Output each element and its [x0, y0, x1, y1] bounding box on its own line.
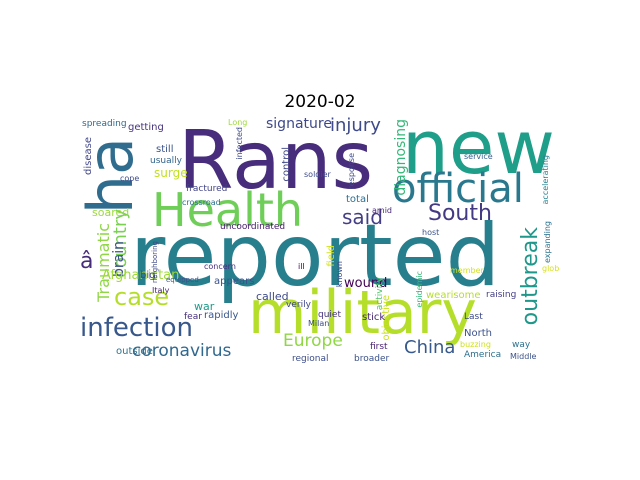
word-health: Health [152, 183, 304, 237]
word-coronavirus: coronavirus [132, 341, 232, 361]
word-member: member [450, 266, 484, 275]
word-rans: Rans [178, 117, 374, 207]
word-a-hat: â [80, 249, 94, 274]
word-soldier: soldier [304, 170, 331, 179]
word-fear: fear [184, 312, 202, 322]
chart-title: 2020-02 [284, 92, 356, 112]
word-soared: soared [92, 206, 130, 219]
word-disease: disease [83, 137, 94, 175]
word-rapidly: rapidly [204, 310, 239, 321]
word-response: response [347, 153, 356, 190]
word-appears: appears [214, 276, 255, 287]
word-wound: wound [344, 276, 388, 291]
word-north: North [464, 328, 492, 339]
word-concern: concern [204, 262, 236, 271]
word-spreading: spreading [82, 119, 127, 129]
word-outbreak: outbreak [518, 227, 543, 326]
word-usually: usually [150, 156, 182, 166]
word-cope: cope [120, 174, 140, 183]
word-infected: infected [235, 127, 244, 160]
word-case: case [114, 283, 170, 311]
word-service: service [464, 152, 493, 161]
word-first: first [370, 342, 388, 352]
word-wearisome: wearisome [426, 290, 481, 301]
word-military: military [248, 278, 477, 348]
word-italy: Italy [152, 286, 170, 295]
word-amid: amid [372, 206, 392, 215]
word-said: said [342, 205, 383, 229]
word-official: official [392, 166, 524, 212]
word-diagnosing: diagnosing [393, 119, 409, 196]
word-known: known [335, 261, 344, 288]
word-still: still [156, 144, 174, 155]
word-middle: Middle [510, 352, 537, 361]
word-big: big [140, 270, 156, 281]
word-crossroad: crossroad [182, 198, 221, 207]
word-outside: outside [116, 346, 153, 357]
word-last: Last [464, 312, 483, 322]
word-verily: verily [286, 300, 311, 310]
word-surge: surge [154, 166, 188, 180]
word-buzzing: buzzing [460, 340, 491, 349]
word-uncoordinated: uncoordinated [220, 222, 286, 232]
word-infection: infection [80, 313, 193, 343]
word-accelerating: accelerating [541, 155, 550, 205]
word-expanding: expanding [543, 221, 552, 264]
word-quiet: quiet [318, 310, 341, 320]
word-objective: objective [381, 295, 392, 341]
word-war: war [194, 300, 215, 313]
word-host: host [422, 228, 440, 237]
word-cloud: Rans new reported ha Health military off… [80, 117, 560, 367]
word-america: America [464, 350, 502, 360]
word-long: Long [228, 118, 248, 127]
word-europe: Europe [283, 331, 343, 351]
word-stick: stick [362, 312, 386, 323]
word-total: total [346, 194, 369, 205]
word-equipped: equipped [166, 276, 199, 284]
word-raising: raising [486, 290, 517, 300]
word-global: global [542, 264, 560, 273]
word-afghanistan: Afghanistan [102, 268, 180, 283]
word-getting: getting [128, 122, 164, 133]
word-south: South [428, 201, 492, 226]
word-ill: ill [298, 262, 305, 271]
word-injury: injury [330, 117, 381, 136]
word-reported: reported [130, 206, 501, 306]
word-signature: signature [266, 117, 332, 132]
word-epidemic: epidemic [415, 271, 424, 308]
word-control: control [281, 147, 292, 182]
word-new: new [402, 117, 555, 191]
word-neighboring: neighboring [151, 241, 159, 283]
word-way: way [512, 340, 531, 350]
word-broader: broader [354, 354, 390, 364]
word-milan: Milan [308, 319, 330, 328]
word-called: called [256, 290, 289, 303]
word-china: China [404, 337, 456, 358]
word-traumatic: Traumatic [94, 223, 113, 302]
word-regional: regional [292, 354, 329, 364]
word-fractured: fractured [186, 184, 228, 194]
